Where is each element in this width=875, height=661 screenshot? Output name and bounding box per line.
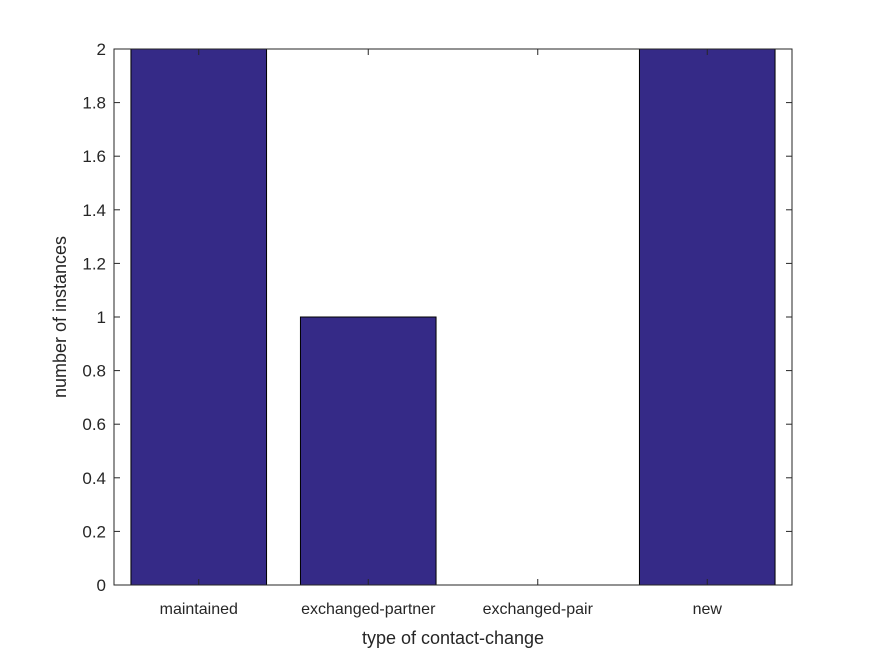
y-tick-label: 0.4 [82,469,106,488]
y-tick-label: 1.2 [82,254,106,273]
bar-new [638,48,776,586]
bar-maintained [130,48,268,586]
y-tick-label: 0 [97,576,106,595]
bar-exchanged-partner [299,316,437,586]
y-tick-label: 1.4 [82,201,106,220]
x-tick-label: exchanged-partner [301,601,436,618]
y-tick-label: 1.6 [82,147,106,166]
x-tick-label: exchanged-pair [483,601,594,618]
y-axis-label: number of instances [50,236,70,398]
y-tick-label: 1.8 [82,94,106,113]
y-tick-label: 0.2 [82,522,106,541]
x-tick-label: maintained [160,601,238,618]
x-axis-label: type of contact-change [362,628,544,648]
x-tick-label: new [693,601,723,618]
y-tick-label: 2 [97,40,106,59]
y-tick-label: 0.6 [82,415,106,434]
y-tick-label: 1 [97,308,106,327]
y-tick-label: 0.8 [82,362,106,381]
